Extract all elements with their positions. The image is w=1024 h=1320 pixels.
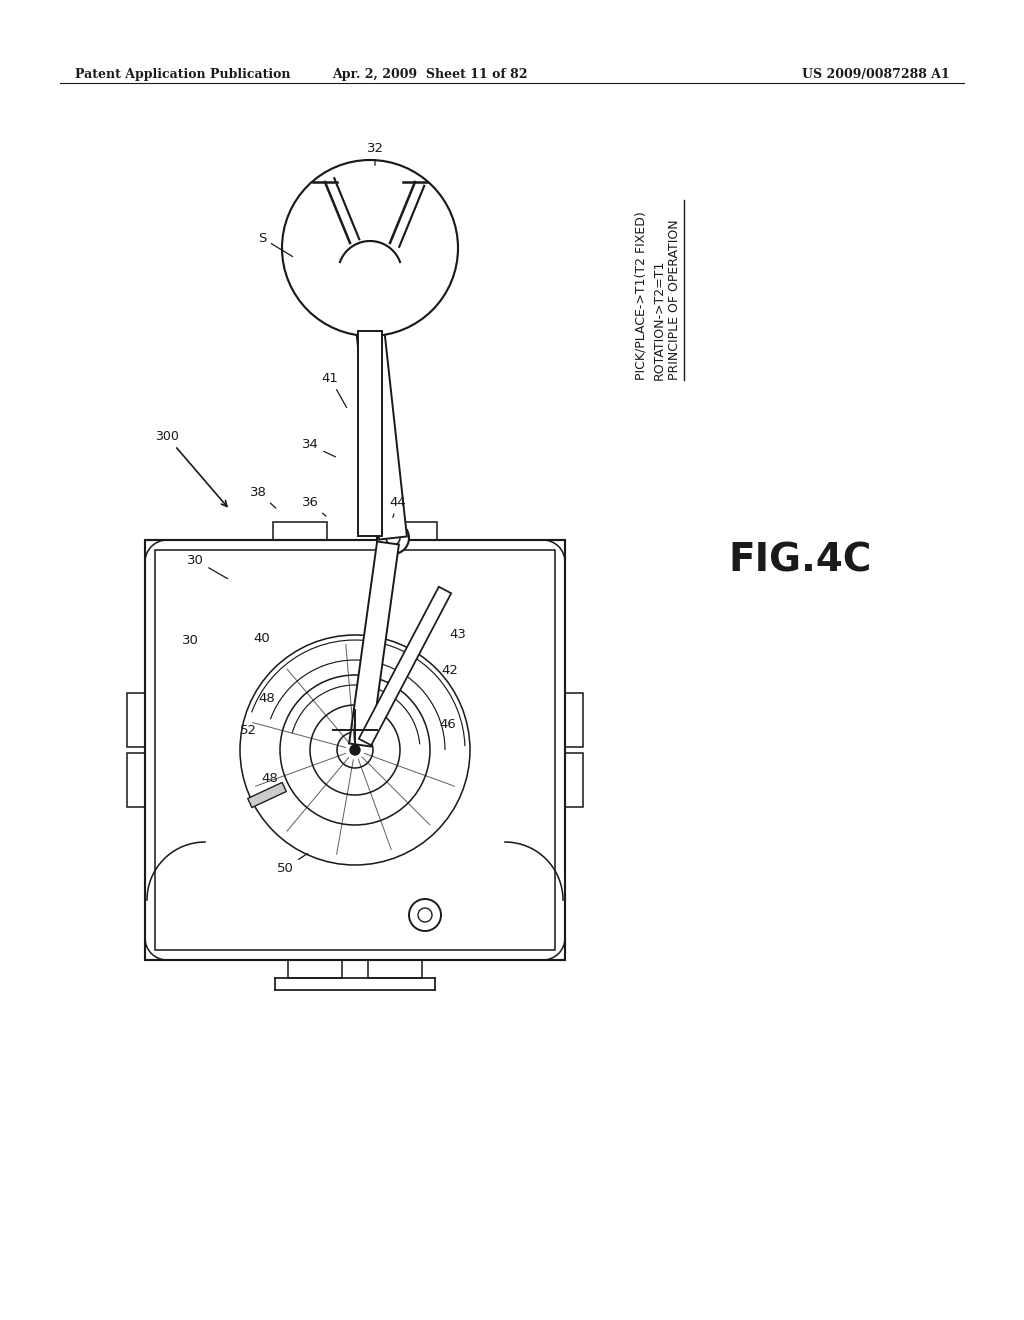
Text: 52: 52 <box>240 723 256 737</box>
Text: 36: 36 <box>301 495 326 516</box>
Text: US 2009/0087288 A1: US 2009/0087288 A1 <box>802 69 950 81</box>
Text: Apr. 2, 2009  Sheet 11 of 82: Apr. 2, 2009 Sheet 11 of 82 <box>332 69 527 81</box>
Text: PICK/PLACE->T1(T2 FIXED): PICK/PLACE->T1(T2 FIXED) <box>635 211 647 380</box>
Polygon shape <box>358 586 452 746</box>
Text: 43: 43 <box>450 628 467 642</box>
Polygon shape <box>356 326 407 540</box>
FancyBboxPatch shape <box>248 783 287 808</box>
Polygon shape <box>358 331 382 536</box>
Polygon shape <box>349 541 399 747</box>
Text: 48: 48 <box>261 771 279 784</box>
Text: 38: 38 <box>250 486 275 508</box>
Text: 50: 50 <box>276 854 307 874</box>
Text: 32: 32 <box>367 141 384 165</box>
Text: 34: 34 <box>301 438 336 457</box>
Circle shape <box>350 744 360 755</box>
Text: 30: 30 <box>181 634 199 647</box>
Text: 44: 44 <box>389 495 407 517</box>
Text: 48: 48 <box>259 692 275 705</box>
Text: FIG.4C: FIG.4C <box>728 541 871 579</box>
Text: 46: 46 <box>439 718 457 731</box>
Text: 300: 300 <box>155 430 227 507</box>
Circle shape <box>377 521 409 554</box>
Text: 41: 41 <box>322 371 347 408</box>
Text: ROTATION->T2=T1: ROTATION->T2=T1 <box>652 260 666 380</box>
Text: PRINCIPLE OF OPERATION: PRINCIPLE OF OPERATION <box>669 219 682 380</box>
Text: 42: 42 <box>441 664 459 676</box>
Text: Patent Application Publication: Patent Application Publication <box>75 69 291 81</box>
Text: S: S <box>258 231 293 256</box>
Circle shape <box>282 160 458 337</box>
Text: 30: 30 <box>186 553 227 578</box>
Circle shape <box>409 899 441 931</box>
Circle shape <box>337 733 373 768</box>
Text: 40: 40 <box>254 631 270 644</box>
